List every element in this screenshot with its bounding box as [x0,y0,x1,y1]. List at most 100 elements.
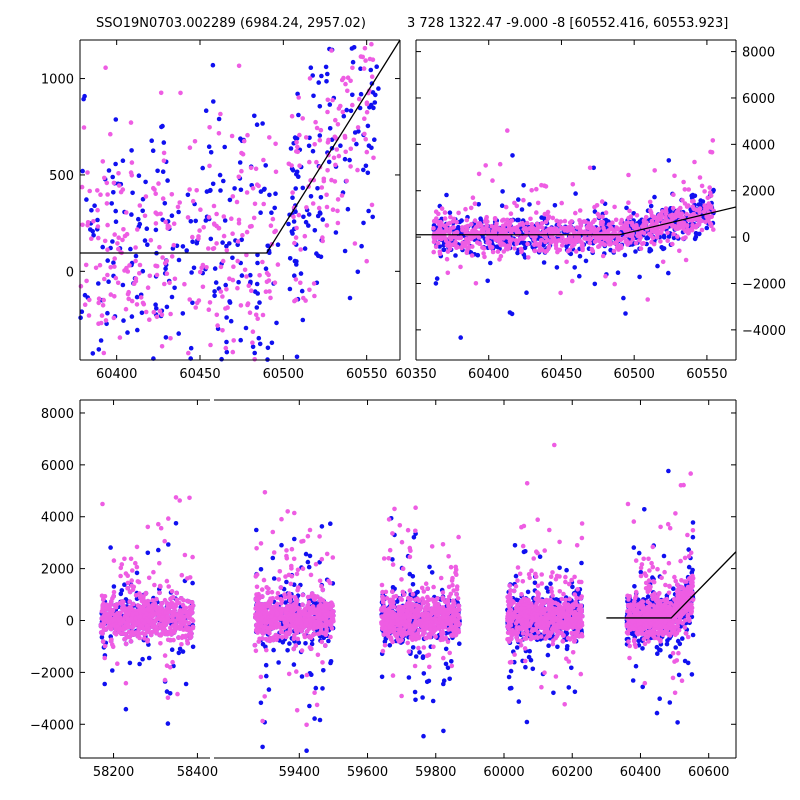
data-point [649,218,655,224]
data-point [168,311,173,317]
data-point [618,220,623,226]
data-point [333,162,338,168]
data-point [108,545,113,550]
data-point [230,231,235,236]
data-point [683,257,689,263]
data-point [544,248,550,254]
data-point [374,64,380,69]
data-point [146,655,152,661]
data-point [153,210,158,215]
data-point [529,188,534,193]
data-point [327,126,333,131]
data-point [294,149,299,154]
data-point [110,239,115,244]
data-point [583,258,589,264]
data-point [480,230,486,235]
data-point [85,220,91,225]
data-point [470,195,476,200]
data-point [431,226,436,231]
data-point [92,203,97,208]
data-point [154,314,160,320]
data-point [79,184,85,190]
data-point [105,258,110,263]
data-point [163,266,168,272]
data-point [106,279,111,285]
data-point [143,179,148,185]
data-point [573,249,579,254]
data-point [140,208,145,214]
data-point [631,211,636,216]
data-point [633,240,639,246]
data-point [117,335,123,340]
data-point [241,138,247,144]
data-point [364,109,370,115]
data-point [108,265,113,270]
data-point [190,644,196,650]
model-line [80,40,400,254]
data-point [501,242,507,247]
data-point [358,66,363,71]
data-point [520,222,526,227]
data-point [693,225,699,230]
data-point [412,689,418,695]
data-point [642,507,647,512]
data-point [210,62,216,68]
data-point [312,716,317,721]
data-point [566,685,572,690]
data-point [91,233,96,238]
data-point [369,41,374,47]
data-point [521,183,526,188]
data-point [254,281,260,287]
data-point [634,213,640,218]
data-point [697,175,703,180]
data-point [143,194,149,199]
data-point [531,229,537,234]
data-point [83,262,89,268]
data-point [189,270,194,275]
data-point [348,164,353,169]
data-point [655,651,660,656]
data-point [490,178,495,183]
data-point [436,235,442,241]
data-point [512,543,518,548]
data-point [208,187,213,193]
data-point [686,187,691,192]
data-point [649,239,654,245]
data-point [116,171,121,176]
data-point [229,133,235,139]
data-point [111,260,116,266]
data-point [177,646,183,652]
data-point [136,173,142,178]
data-point [255,291,260,296]
data-point [314,251,319,256]
data-point [245,302,250,308]
data-point [559,200,564,206]
data-point [690,534,696,540]
data-point [89,236,94,241]
data-point [430,698,436,704]
data-point [370,214,376,220]
data-point [207,125,212,130]
data-point [268,223,274,228]
data-point [318,254,324,260]
data-point [325,71,330,77]
data-point [550,215,556,221]
data-point [441,247,447,253]
data-point [116,183,122,188]
data-point [325,97,331,103]
data-point [303,135,309,140]
data-point [525,589,531,595]
data-point [471,234,477,240]
data-point [292,240,297,246]
data-point [120,237,125,243]
data-point [152,187,157,192]
data-point [341,113,347,119]
data-point [300,116,306,121]
data-point [666,158,672,163]
data-point [261,157,266,163]
data-point [298,247,304,252]
data-point [439,206,445,211]
data-point [180,649,186,654]
data-point [343,149,349,155]
data-point [335,220,341,226]
